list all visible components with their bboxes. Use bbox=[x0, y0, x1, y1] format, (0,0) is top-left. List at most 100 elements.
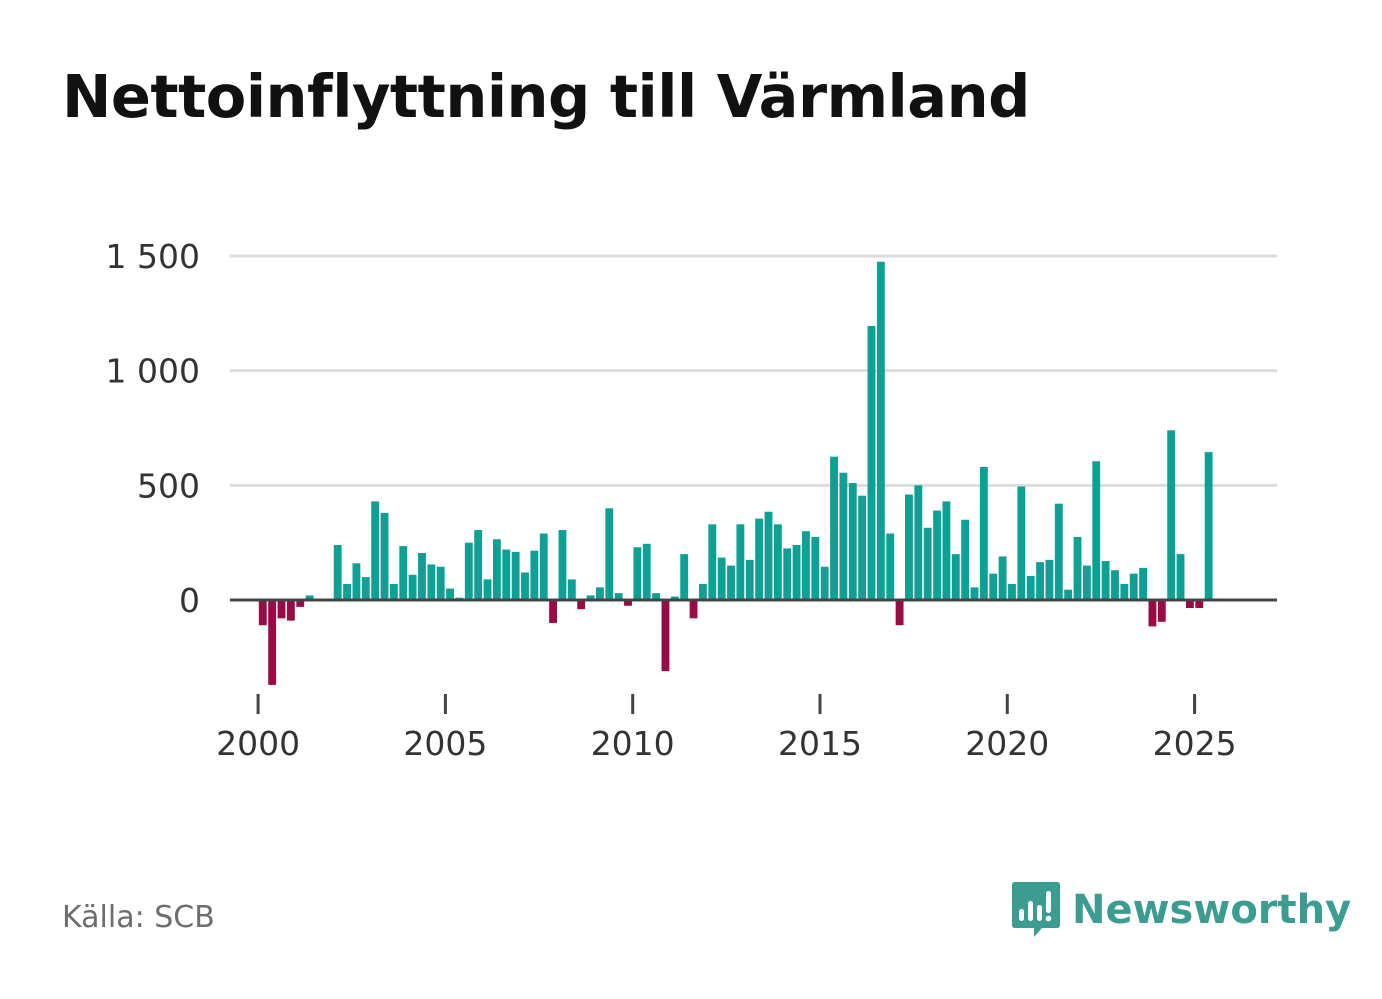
bar bbox=[577, 600, 586, 610]
x-tick-label: 2005 bbox=[403, 724, 487, 763]
bar bbox=[1129, 573, 1138, 600]
bar bbox=[1017, 486, 1026, 600]
bar bbox=[408, 574, 417, 600]
y-tick-label: 1 500 bbox=[106, 237, 200, 276]
bar bbox=[483, 579, 492, 600]
bar bbox=[1082, 565, 1091, 600]
bar bbox=[942, 501, 951, 600]
bar bbox=[1195, 600, 1204, 609]
newsworthy-logo-icon bbox=[1012, 882, 1060, 937]
bar bbox=[474, 530, 483, 600]
bar bbox=[1101, 561, 1110, 600]
x-tick-label: 2010 bbox=[591, 724, 675, 763]
bar bbox=[258, 600, 267, 626]
bar bbox=[961, 519, 970, 600]
y-tick-label: 500 bbox=[137, 466, 200, 505]
bar bbox=[1139, 567, 1148, 600]
bar bbox=[933, 510, 941, 600]
bar bbox=[502, 549, 511, 600]
bar bbox=[361, 577, 370, 600]
bar bbox=[979, 466, 988, 600]
bar bbox=[680, 554, 689, 600]
bar bbox=[998, 556, 1007, 600]
bar bbox=[305, 595, 314, 600]
bar bbox=[689, 600, 698, 619]
x-tick-label: 2000 bbox=[216, 724, 300, 763]
bar bbox=[717, 557, 726, 600]
bar bbox=[905, 494, 913, 600]
bar bbox=[886, 533, 895, 600]
bar bbox=[371, 501, 380, 600]
x-tick-label: 2020 bbox=[965, 724, 1049, 763]
bar bbox=[286, 600, 295, 621]
bar bbox=[792, 544, 801, 600]
bar bbox=[764, 511, 773, 600]
bar bbox=[1148, 600, 1157, 627]
bar bbox=[951, 554, 960, 600]
bar bbox=[839, 472, 848, 600]
bar bbox=[1073, 536, 1082, 600]
bar bbox=[1064, 589, 1073, 600]
bar bbox=[521, 572, 529, 600]
gridlines bbox=[230, 254, 1277, 487]
chart-title: Nettoinflyttning till Värmland bbox=[62, 62, 1030, 131]
x-tick-label: 2015 bbox=[778, 724, 862, 763]
bar bbox=[923, 527, 932, 600]
bar bbox=[661, 600, 670, 672]
bar bbox=[830, 456, 838, 600]
bar bbox=[1204, 452, 1213, 600]
bar bbox=[418, 552, 426, 600]
bar bbox=[352, 563, 361, 600]
bar bbox=[539, 533, 548, 600]
bar bbox=[558, 530, 567, 600]
bar bbox=[633, 547, 642, 600]
bar bbox=[296, 600, 305, 607]
bar bbox=[380, 512, 389, 600]
y-tick-label: 0 bbox=[179, 581, 200, 620]
bar bbox=[277, 600, 286, 619]
bar bbox=[1185, 600, 1194, 609]
bar bbox=[970, 587, 979, 600]
bars bbox=[258, 261, 1213, 685]
bar bbox=[333, 544, 342, 600]
bar bbox=[1111, 570, 1119, 600]
bar bbox=[989, 573, 998, 600]
bar bbox=[736, 524, 745, 600]
bar bbox=[427, 564, 436, 600]
bar bbox=[698, 583, 707, 600]
bar bbox=[343, 583, 351, 600]
bar bbox=[783, 548, 792, 600]
bar bbox=[399, 546, 408, 600]
bar bbox=[446, 588, 455, 600]
brand-name: Newsworthy bbox=[1072, 887, 1352, 933]
bar bbox=[642, 543, 651, 600]
bar bbox=[727, 565, 735, 600]
bar bbox=[858, 495, 867, 600]
bar bbox=[773, 524, 782, 600]
y-axis-tick-labels: 0 500 1 000 1 500 bbox=[106, 237, 200, 620]
bar bbox=[464, 542, 473, 600]
y-tick-label: 1 000 bbox=[106, 352, 200, 391]
bar bbox=[1157, 600, 1166, 622]
x-axis: 2000 2005 2010 2015 2020 2025 bbox=[216, 694, 1237, 763]
bar bbox=[614, 593, 623, 600]
x-tick-label: 2025 bbox=[1153, 724, 1237, 763]
brand-logo[interactable]: Newsworthy bbox=[1010, 878, 1351, 942]
bar bbox=[755, 518, 764, 600]
bar bbox=[389, 583, 398, 600]
bar bbox=[549, 600, 558, 623]
bar bbox=[436, 566, 445, 600]
bar bbox=[820, 566, 829, 600]
bar bbox=[1008, 583, 1016, 600]
bar bbox=[1167, 430, 1176, 600]
bar bbox=[1176, 554, 1185, 600]
bar bbox=[624, 600, 632, 606]
bar bbox=[708, 524, 717, 600]
bar bbox=[895, 600, 904, 626]
bar bbox=[745, 559, 754, 600]
bar bbox=[530, 550, 539, 600]
bar bbox=[567, 579, 576, 600]
bar bbox=[605, 508, 614, 600]
bar bbox=[848, 483, 857, 600]
